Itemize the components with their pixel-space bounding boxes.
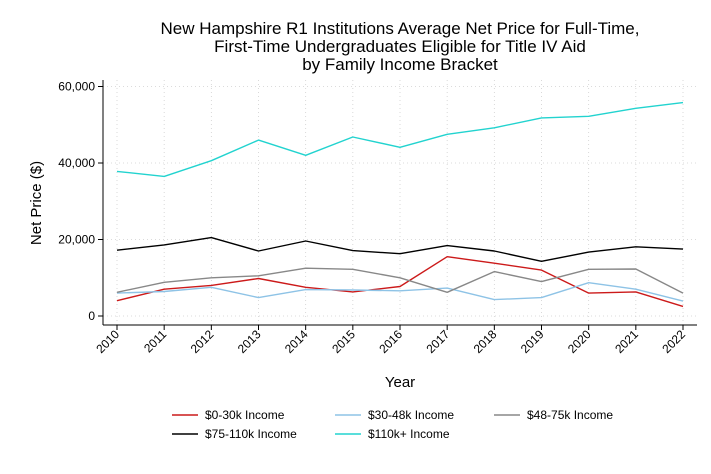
legend-label: $48-75k Income [527, 408, 613, 422]
legend-label: $30-48k Income [368, 408, 454, 422]
x-tick-label: 2012 [188, 327, 217, 356]
chart-title-line: First-Time Undergraduates Eligible for T… [214, 37, 586, 56]
x-tick-label: 2011 [141, 327, 169, 355]
axes: 0 20,000 40,000 60,000 2010 2011 2012 2013 2014 2… [28, 80, 697, 391]
x-tick-label: 2017 [424, 327, 453, 356]
x-axis-title: Year [385, 374, 415, 391]
series-line [116, 256, 684, 308]
x-tick-label: 2022 [659, 327, 688, 356]
x-tick-label: 2014 [282, 327, 311, 356]
legend-label: $0-30k Income [205, 408, 285, 422]
series-line [116, 282, 684, 302]
x-tick-label: 2016 [376, 327, 405, 356]
x-tick-label: 2021 [612, 327, 641, 356]
x-tick-label: 2019 [518, 327, 547, 356]
gridlines [103, 80, 697, 325]
y-tick-label: 20,000 [58, 233, 95, 247]
legend-label: $75-110k Income [205, 427, 297, 441]
series-line [116, 101, 684, 178]
chart-title-line: by Family Income Bracket [302, 55, 498, 74]
y-tick-label: 0 [88, 309, 95, 323]
legend: $0-30k Income $30-48k Income $48-75k Incom… [172, 408, 613, 441]
y-tick-label: 40,000 [58, 156, 95, 170]
series-line [116, 236, 684, 262]
series-line [116, 267, 684, 294]
x-tick-label: 2015 [329, 327, 358, 356]
x-tick-label: 2013 [235, 327, 264, 356]
series-lines [116, 101, 684, 308]
chart-title: New Hampshire R1 Institutions Average Ne… [160, 19, 639, 74]
y-tick-label: 60,000 [58, 80, 95, 94]
x-tick-label: 2010 [93, 327, 122, 356]
x-tick-label: 2018 [471, 327, 500, 356]
legend-label: $110k+ Income [368, 427, 450, 441]
y-axis-title: Net Price ($) [28, 161, 45, 245]
chart-title-line: New Hampshire R1 Institutions Average Ne… [160, 19, 639, 38]
x-tick-label: 2020 [565, 327, 594, 356]
